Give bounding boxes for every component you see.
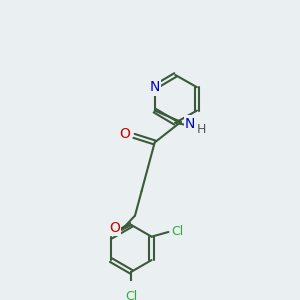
- Text: Cl: Cl: [125, 290, 137, 300]
- Text: H: H: [197, 123, 206, 136]
- Text: N: N: [185, 117, 196, 131]
- Text: Cl: Cl: [194, 121, 206, 134]
- Text: O: O: [109, 221, 120, 235]
- Text: O: O: [119, 127, 130, 141]
- Text: N: N: [149, 80, 160, 94]
- Text: Cl: Cl: [172, 226, 184, 238]
